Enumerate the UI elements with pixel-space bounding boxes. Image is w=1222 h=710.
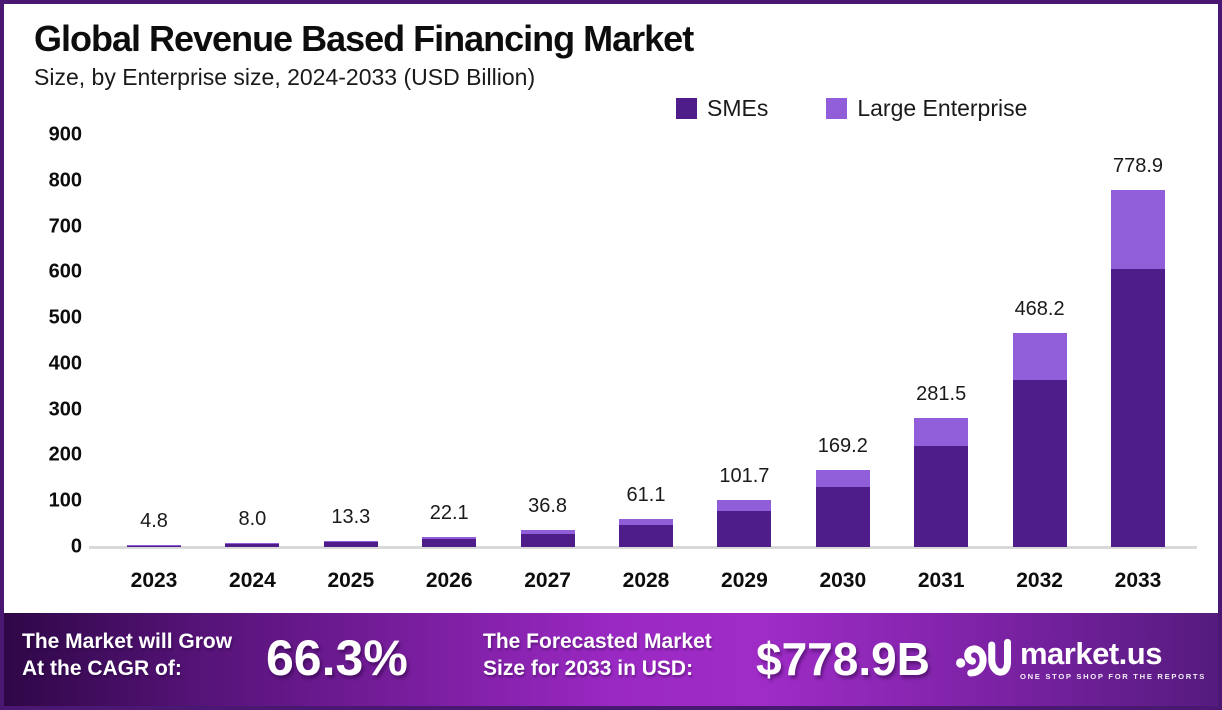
x-axis-label-2029: 2029	[721, 569, 768, 592]
x-axis-label-2026: 2026	[425, 569, 473, 592]
bar-segment-smes-2031	[914, 446, 969, 547]
y-axis-tick-label: 0	[70, 535, 82, 558]
y-axis-tick-label: 500	[48, 306, 82, 329]
marketus-logo-icon	[956, 638, 1011, 677]
bar-segment-smes-2029	[717, 510, 772, 547]
plot-area: 4.8 2023 8.0 2024 13.3 2025 22.1 2026 36.8 2027 61…	[89, 135, 1197, 592]
forecast-label: The Forecasted Market Size for 2033 in U…	[483, 628, 712, 682]
cagr-label: The Market will Grow At the CAGR of:	[22, 628, 232, 682]
bar-total-label-2025: 13.3	[331, 505, 371, 528]
y-axis-tick-label: 200	[48, 443, 82, 466]
x-axis-label-2027: 2027	[524, 569, 571, 592]
brand-name: market.us	[1019, 635, 1162, 671]
bar-segment-smes-2024	[225, 544, 280, 547]
cagr-value: 66.3%	[266, 630, 408, 686]
bar-segment-large-enterprise-2023	[127, 544, 181, 546]
bar-total-label-2027: 36.8	[528, 495, 568, 518]
bar-segment-smes-2027	[520, 533, 575, 547]
bar-total-label-2028: 61.1	[626, 484, 666, 507]
bar-segment-large-enterprise-2024	[225, 543, 280, 545]
bar-total-label-2031: 281.5	[916, 383, 967, 406]
bar-total-label-2033: 778.9	[1112, 155, 1164, 178]
y-axis-tick-label: 700	[48, 215, 82, 238]
x-axis-label-2023: 2023	[130, 569, 178, 592]
y-axis-tick-label: 300	[48, 398, 82, 421]
y-axis-tick-label: 600	[48, 260, 82, 283]
bar-segment-large-enterprise-2027	[520, 530, 575, 534]
x-axis-label-2025: 2025	[327, 569, 375, 592]
bar-segment-large-enterprise-2029	[717, 500, 772, 511]
bar-segment-smes-2028	[619, 525, 673, 547]
bar-total-label-2024: 8.0	[238, 508, 267, 531]
x-axis-label-2028: 2028	[622, 569, 670, 592]
bar-segment-smes-2033	[1111, 268, 1165, 547]
x-axis-label-2032: 2032	[1016, 569, 1063, 592]
bar-segment-smes-2025	[323, 542, 378, 547]
forecast-label-line1: The Forecasted Market	[483, 630, 712, 653]
bar-segment-large-enterprise-2030	[815, 469, 870, 488]
legend-item-smes: SMEs	[676, 95, 768, 122]
bar-segment-smes-2023	[127, 545, 181, 547]
brand-tagline: ONE STOP SHOP FOR THE REPORTS	[1019, 671, 1206, 681]
cagr-label-line1: The Market will Grow	[22, 630, 233, 653]
x-axis-baseline	[89, 546, 1197, 549]
y-axis: 0 100 200 300 400 500 600 700 800 900	[24, 124, 82, 558]
bar-total-label-2032: 468.2	[1014, 297, 1065, 320]
x-axis-label-2033: 2033	[1114, 569, 1162, 592]
y-axis-tick-label: 800	[48, 169, 82, 192]
y-axis-tick-label: 400	[48, 352, 82, 375]
x-axis-label-2030: 2030	[819, 569, 867, 592]
legend-item-large-enterprise: Large Enterprise	[826, 95, 1027, 122]
cagr-label-line2: At the CAGR of:	[22, 657, 182, 680]
bar-segment-smes-2030	[815, 487, 870, 547]
page-title: Global Revenue Based Financing Market	[34, 18, 694, 59]
bar-segment-large-enterprise-2031	[914, 418, 969, 447]
bar-total-label-2026: 22.1	[429, 501, 469, 524]
legend-label-large-enterprise: Large Enterprise	[857, 95, 1028, 121]
bar-segment-large-enterprise-2033	[1111, 190, 1165, 269]
bar-segment-large-enterprise-2028	[619, 519, 673, 526]
bar-segment-large-enterprise-2026	[422, 536, 477, 540]
bar-total-label-2030: 169.2	[817, 434, 868, 457]
x-axis-label-2031: 2031	[917, 569, 965, 592]
bottom-banner: The Market will Grow At the CAGR of: 66.…	[4, 613, 1218, 706]
smes-swatch-icon	[676, 98, 697, 119]
forecast-value: $778.9B	[756, 633, 930, 685]
marketus-logo[interactable]: market.us ONE STOP SHOP FOR THE REPORTS	[955, 634, 1206, 684]
y-axis-tick-label: 900	[48, 123, 82, 146]
page-subtitle: Size, by Enterprise size, 2024-2033 (USD…	[34, 64, 536, 90]
bar-total-label-2029: 101.7	[719, 465, 770, 488]
bar-segment-large-enterprise-2025	[323, 540, 378, 543]
bar-segment-smes-2032	[1012, 379, 1067, 547]
bar-total-label-2023: 4.8	[140, 509, 168, 532]
bar-segment-large-enterprise-2032	[1012, 332, 1067, 380]
forecast-label-line2: Size for 2033 in USD:	[483, 657, 694, 680]
large-enterprise-swatch-icon	[826, 98, 848, 119]
chart-legend: SMEs Large Enterprise	[676, 95, 1027, 122]
y-axis-tick-label: 100	[48, 489, 82, 512]
bar-segment-smes-2026	[422, 539, 477, 547]
x-axis-label-2024: 2024	[229, 569, 276, 592]
legend-label-smes: SMEs	[707, 95, 769, 121]
